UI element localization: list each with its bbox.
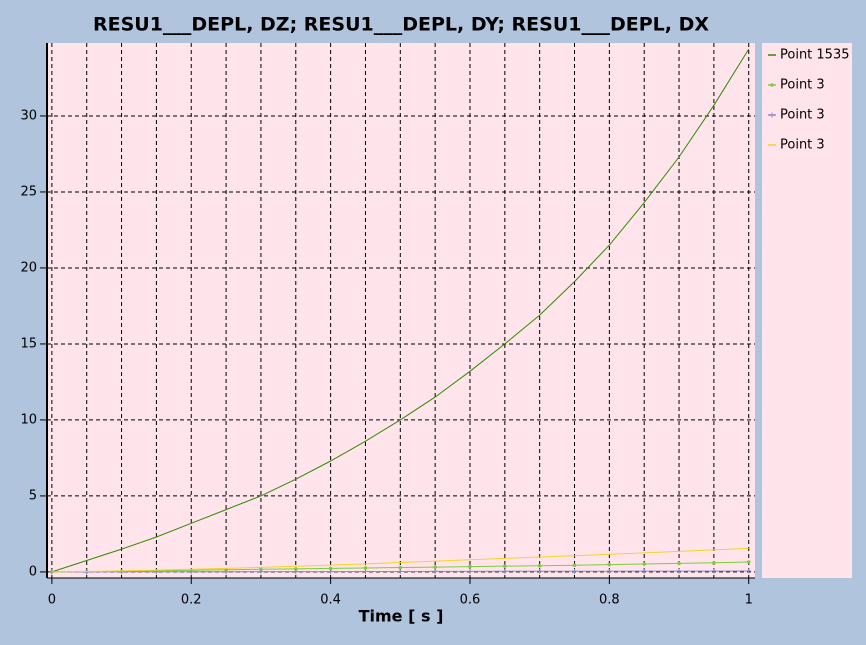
legend-label: Point 3 <box>780 138 825 153</box>
legend-box <box>762 43 852 578</box>
legend-label: Point 1535 <box>780 48 850 63</box>
point <box>223 569 229 575</box>
point <box>468 564 472 569</box>
x-tick-label: 0.4 <box>320 593 341 608</box>
point <box>188 569 194 575</box>
point <box>537 568 543 574</box>
point <box>641 568 647 574</box>
y-tick-label: 0 <box>29 564 37 579</box>
point <box>328 566 333 571</box>
legend-marker <box>770 83 774 87</box>
y-tick-label: 20 <box>20 260 37 275</box>
point <box>537 563 542 568</box>
point <box>711 568 717 574</box>
point <box>433 565 437 569</box>
chart-title: RESU1___DEPL, DZ; RESU1___DEPL, DY; RESU… <box>93 14 709 36</box>
x-tick-label: 0.6 <box>460 593 481 608</box>
point <box>502 568 508 574</box>
y-tick-label: 30 <box>20 108 37 123</box>
y-tick-label: 10 <box>20 412 37 427</box>
point <box>746 560 751 564</box>
point <box>607 562 612 567</box>
y-tick-label: 25 <box>20 184 37 199</box>
point <box>363 566 368 570</box>
point <box>712 561 716 565</box>
point <box>746 568 752 574</box>
x-tick-label: 1 <box>745 593 753 608</box>
point <box>119 569 125 575</box>
x-tick-label: 0.8 <box>599 593 620 608</box>
legend-label: Point 3 <box>780 78 825 93</box>
series-line <box>51 48 750 573</box>
point <box>293 569 299 575</box>
legend-marker <box>769 112 775 118</box>
plot-area <box>47 43 755 578</box>
point <box>362 569 368 575</box>
point <box>328 569 334 575</box>
x-tick-label: 0 <box>48 593 56 608</box>
point <box>467 568 473 574</box>
point <box>676 568 682 574</box>
point <box>572 568 578 574</box>
point <box>572 563 577 568</box>
point <box>398 565 403 570</box>
x-tick-label: 0.2 <box>181 593 202 608</box>
point <box>606 568 612 574</box>
point <box>258 569 264 575</box>
x-axis-title: Time [ s ] <box>359 607 444 626</box>
legend-label: Point 3 <box>780 108 825 123</box>
point <box>677 561 681 566</box>
y-tick-label: 5 <box>29 488 37 503</box>
point <box>503 564 507 568</box>
point <box>293 567 298 571</box>
point <box>397 568 403 574</box>
point <box>432 568 438 574</box>
y-tick-label: 15 <box>20 336 37 351</box>
series-line <box>51 547 749 573</box>
point <box>642 562 647 566</box>
